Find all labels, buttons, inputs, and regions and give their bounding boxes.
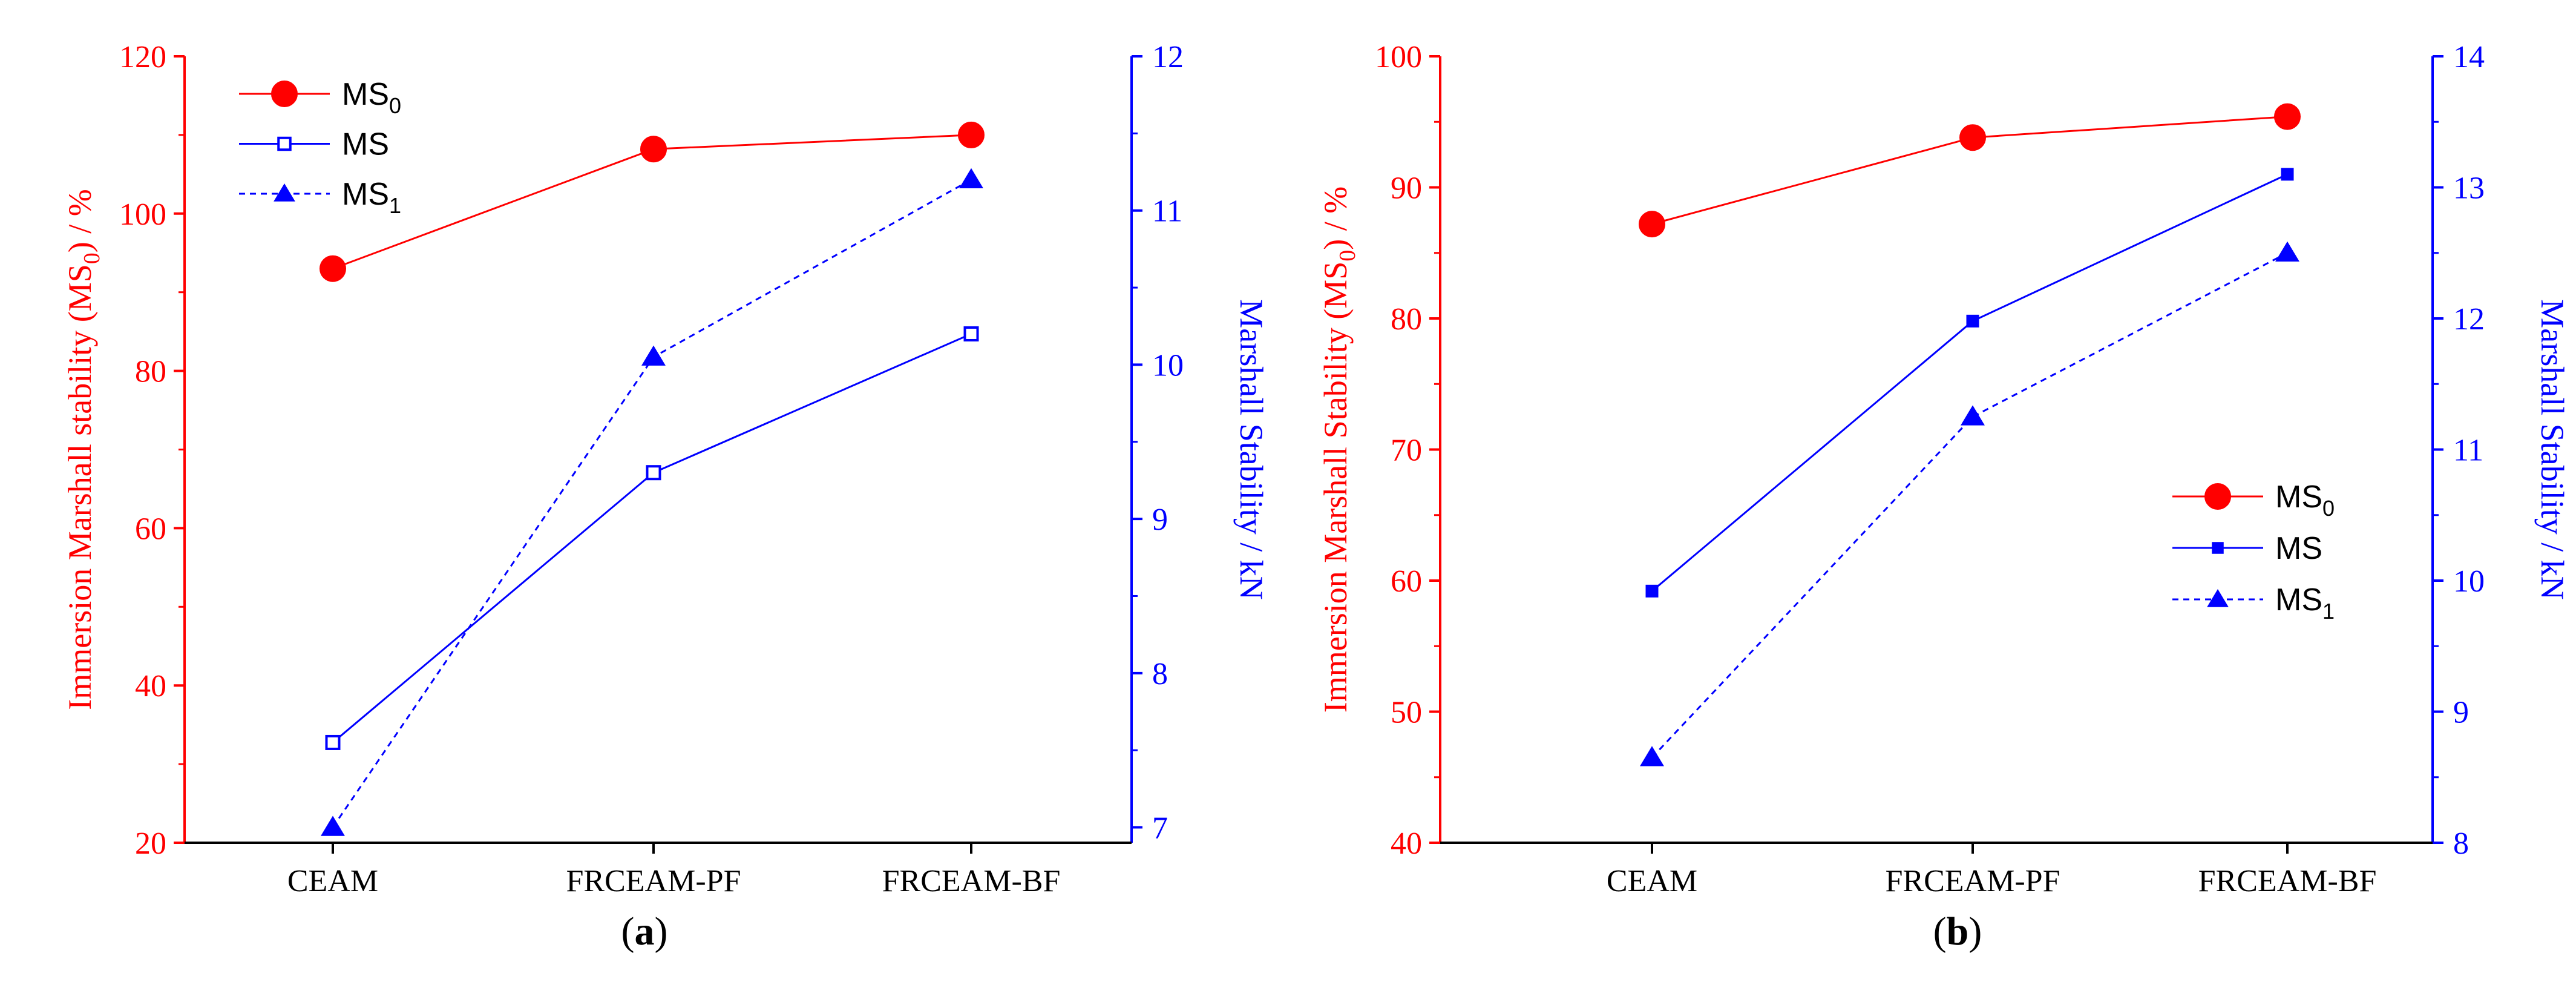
data-point: [963, 326, 979, 341]
left-tick-label: 40: [1391, 826, 1422, 861]
left-tick-label: 60: [135, 512, 166, 546]
right-tick-label: 9: [1152, 503, 1168, 537]
legend-label: MS1: [342, 177, 401, 218]
legend-marker: [271, 81, 298, 107]
data-point: [958, 121, 985, 148]
legend-marker: [277, 136, 292, 151]
right-axis-title: Marshall Stability / kN: [2534, 299, 2571, 599]
legend-label: MS: [2275, 531, 2322, 566]
data-point: [2274, 103, 2301, 130]
legend-label: MS0: [342, 77, 401, 118]
legend-marker: [2204, 483, 2231, 510]
data-point: [641, 345, 666, 366]
x-tick-label: CEAM: [1607, 864, 1697, 898]
left-tick-label: 100: [1375, 40, 1422, 74]
panel-label: (a): [621, 909, 668, 954]
right-tick-label: 12: [1152, 40, 1184, 74]
data-point: [1961, 405, 1985, 426]
right-tick-label: 10: [1152, 348, 1184, 383]
left-tick-label: 100: [119, 197, 166, 232]
right-tick-label: 9: [2453, 696, 2469, 730]
legend-label: MS0: [2275, 479, 2335, 521]
right-tick-label: 10: [2453, 564, 2485, 599]
x-tick-label: FRCEAM-PF: [1886, 864, 2060, 898]
data-point: [1645, 584, 1659, 598]
right-tick-label: 7: [1152, 811, 1168, 846]
data-point: [1966, 314, 1979, 328]
series-line-ms: [1651, 173, 2288, 592]
legend: MS0 MS MS1: [239, 77, 401, 218]
legend-marker: [2207, 589, 2229, 607]
data-point: [325, 734, 341, 750]
legend-label: MS1: [2275, 582, 2335, 624]
chart-panel-b: 40 50 60 70 80 90 100 8 9 10 11 12 13 14 CEAM FRCEAM-PF…: [1317, 40, 2571, 954]
data-point: [321, 816, 345, 836]
data-point: [640, 136, 667, 163]
right-tick-label: 13: [2453, 171, 2485, 206]
left-tick-label: 80: [1391, 302, 1422, 337]
series-line-ms1: [1651, 252, 2288, 759]
left-tick-label: 40: [135, 669, 166, 704]
data-point: [2281, 168, 2294, 181]
left-tick-label: 90: [1391, 171, 1422, 206]
right-tick-label: 14: [2453, 40, 2485, 74]
series-line-ms1: [332, 179, 972, 828]
x-tick-label: CEAM: [287, 864, 378, 898]
left-axis-title: Immersion Marshall stability (MS0) / %: [62, 189, 105, 710]
x-tick-label: FRCEAM-BF: [882, 864, 1061, 898]
left-axis-title: Immersion Marshall Stability (MS0) / %: [1317, 186, 1360, 713]
right-tick-label: 8: [1152, 657, 1168, 691]
series-line-ms: [332, 333, 972, 743]
left-tick-label: 70: [1391, 433, 1422, 468]
data-point: [1959, 124, 1986, 151]
data-point: [320, 255, 346, 282]
right-tick-label: 11: [2453, 433, 2483, 468]
left-tick-label: 120: [119, 40, 166, 74]
left-tick-label: 50: [1391, 696, 1422, 730]
data-point: [2275, 241, 2299, 262]
right-axis-title: Marshall Stability / kN: [1233, 299, 1270, 599]
left-tick-label: 20: [135, 826, 166, 861]
right-tick-label: 11: [1152, 194, 1182, 229]
data-point: [1639, 211, 1665, 238]
legend-label: MS: [342, 127, 389, 162]
chart-panel-a: 20 40 60 80 100 120 7 8 9 10 11 12 CEAM FRCEAM-PF FRCE…: [62, 40, 1270, 954]
x-tick-label: FRCEAM-BF: [2198, 864, 2377, 898]
left-tick-label: 60: [1391, 564, 1422, 599]
x-tick-label: FRCEAM-PF: [566, 864, 741, 898]
left-tick-label: 80: [135, 355, 166, 389]
legend-marker: [2212, 542, 2224, 554]
right-tick-label: 8: [2453, 826, 2469, 861]
data-point: [959, 168, 983, 189]
panel-label: (b): [1933, 909, 1982, 954]
legend-marker: [274, 183, 295, 202]
right-tick-label: 12: [2453, 302, 2485, 337]
data-point: [646, 465, 661, 481]
data-point: [1640, 746, 1664, 766]
legend: MS0 MS MS1: [2172, 479, 2335, 624]
